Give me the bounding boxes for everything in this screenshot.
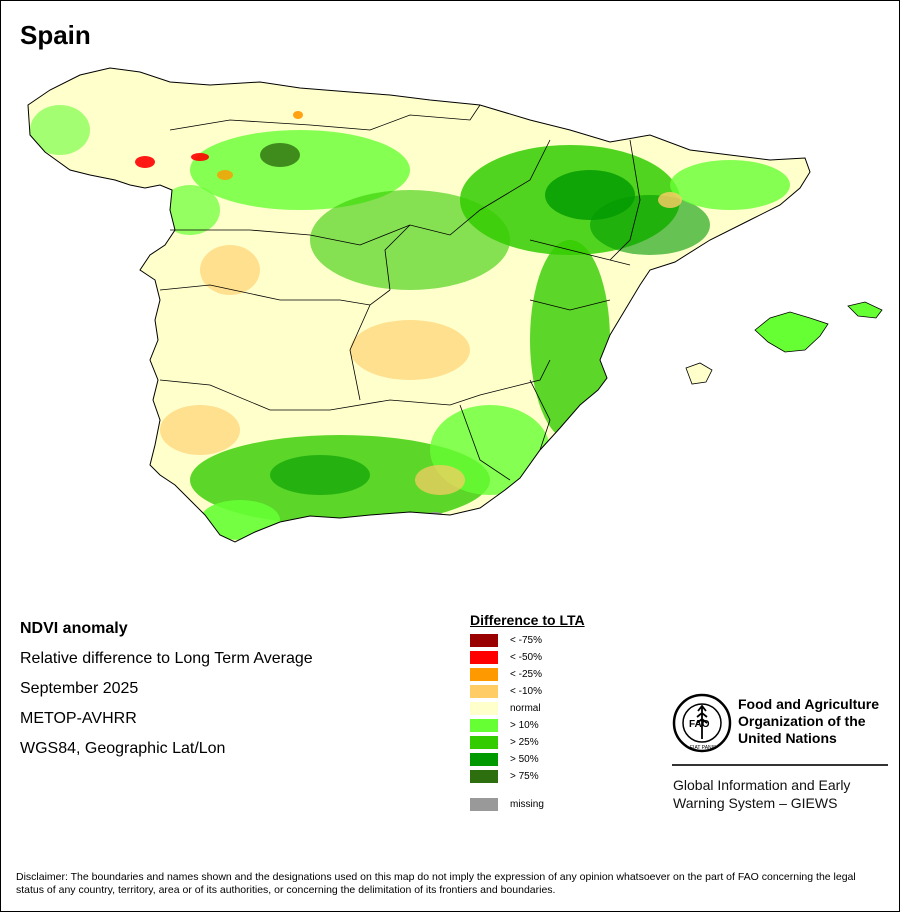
logo-motto: FIAT PANIS [690, 745, 717, 751]
giews-name: Global Information and Early Warning Sys… [673, 776, 850, 812]
legend-label: < -25% [510, 669, 542, 680]
legend-label: missing [510, 799, 544, 810]
legend-label: normal [510, 703, 541, 714]
legend-swatch [470, 685, 498, 698]
legend-swatch [470, 798, 498, 811]
fao-name-line: Food and Agriculture [738, 696, 880, 712]
giews-line: Global Information and Early [673, 777, 851, 793]
legend-label: < -50% [510, 652, 542, 663]
fao-name-line: United Nations [738, 730, 837, 746]
legend-swatch [470, 770, 498, 783]
legend-item: > 75% [470, 768, 585, 785]
disclaimer: Disclaimer: The boundaries and names sho… [16, 871, 856, 896]
product-description: Relative difference to Long Term Average [20, 650, 313, 667]
legend-label: < -10% [510, 686, 542, 697]
map-title: Spain [20, 20, 91, 50]
fao-logo-icon: FAO FIAT PANIS [672, 693, 732, 753]
legend-title: Difference to LTA [470, 612, 585, 628]
legend-label: > 25% [510, 737, 539, 748]
legend-swatch [470, 719, 498, 732]
fao-name-line: Organization of the [738, 713, 866, 729]
giews-line: Warning System – GIEWS [673, 795, 838, 811]
legend-label: < -75% [510, 635, 542, 646]
legend-item: < -25% [470, 666, 585, 683]
ndvi-map [27, 67, 883, 543]
legend-item-missing: missing [470, 796, 585, 813]
legend-swatch [470, 668, 498, 681]
legend-label: > 10% [510, 720, 539, 731]
legend-swatch [470, 736, 498, 749]
logo-letter: FAO [689, 719, 710, 730]
legend-swatch [470, 651, 498, 664]
legend-item: > 25% [470, 734, 585, 751]
legend-item: > 10% [470, 717, 585, 734]
legend-item: < -10% [470, 683, 585, 700]
legend-swatch [470, 753, 498, 766]
map-info: NDVI anomaly Relative difference to Long… [20, 618, 313, 768]
product-projection: WGS84, Geographic Lat/Lon [20, 740, 226, 757]
divider [672, 764, 888, 766]
legend-item: > 50% [470, 751, 585, 768]
product-name: NDVI anomaly [20, 620, 128, 637]
fao-name: Food and Agriculture Organization of the… [738, 696, 879, 747]
product-date: September 2025 [20, 680, 139, 697]
legend-item: < -75% [470, 632, 585, 649]
legend-label: > 50% [510, 754, 539, 765]
legend-item: < -50% [470, 649, 585, 666]
product-sensor: METOP-AVHRR [20, 710, 137, 727]
legend-label: > 75% [510, 771, 539, 782]
legend-swatch [470, 634, 498, 647]
legend: Difference to LTA < -75% < -50% < -25% <… [470, 612, 585, 813]
legend-swatch [470, 702, 498, 715]
legend-item: normal [470, 700, 585, 717]
